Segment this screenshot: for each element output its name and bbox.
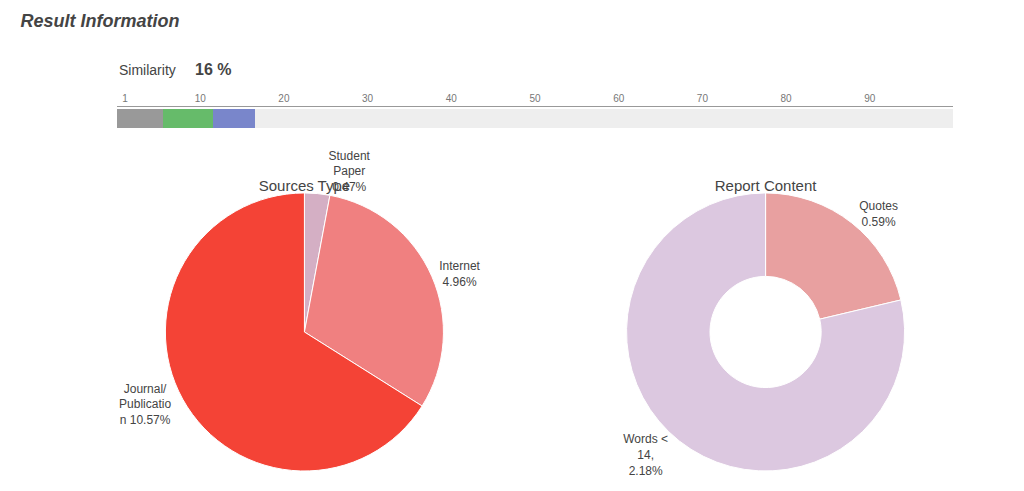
svg-text:1: 1 xyxy=(122,93,128,104)
svg-text:Words <14,2.18%: Words <14,2.18% xyxy=(623,432,668,477)
svg-text:30: 30 xyxy=(362,93,374,104)
svg-text:Sources Type: Sources Type xyxy=(259,177,350,194)
svg-text:10: 10 xyxy=(195,93,207,104)
svg-text:Result Information: Result Information xyxy=(20,11,179,31)
svg-text:Similarity: Similarity xyxy=(119,62,176,78)
svg-text:60: 60 xyxy=(613,93,625,104)
svg-text:90: 90 xyxy=(864,93,876,104)
svg-text:80: 80 xyxy=(781,93,793,104)
svg-text:Journal/Publication 10.57%: Journal/Publication 10.57% xyxy=(119,382,171,427)
svg-text:Quotes0.59%: Quotes0.59% xyxy=(859,199,898,229)
svg-text:Internet4.96%: Internet4.96% xyxy=(439,259,480,289)
svg-text:16 %: 16 % xyxy=(195,61,231,78)
svg-text:20: 20 xyxy=(278,93,290,104)
svg-text:StudentPaper0.47%: StudentPaper0.47% xyxy=(329,149,371,194)
svg-text:50: 50 xyxy=(529,93,541,104)
svg-text:Report Content: Report Content xyxy=(715,177,818,194)
svg-text:40: 40 xyxy=(446,93,458,104)
svg-text:70: 70 xyxy=(697,93,709,104)
